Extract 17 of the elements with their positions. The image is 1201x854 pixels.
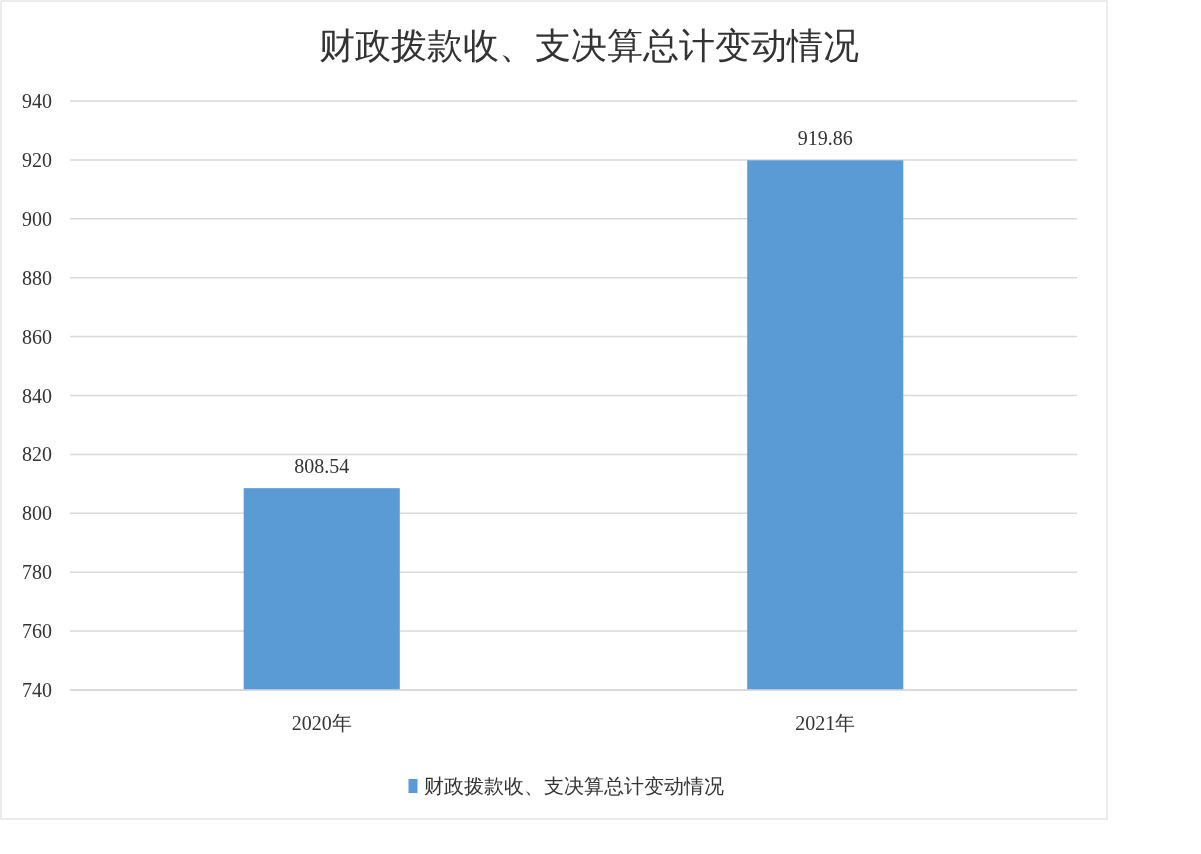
x-tick-label: 2020年 xyxy=(291,712,352,734)
y-tick-label: 940 xyxy=(22,90,52,112)
y-tick-label: 920 xyxy=(22,148,52,171)
y-tick-label: 860 xyxy=(22,325,52,348)
y-tick-label: 840 xyxy=(22,384,52,407)
chart-title: 财政拨款收、支决算总计变动情况 xyxy=(318,26,859,66)
data-label: 808.54 xyxy=(294,455,350,478)
y-tick-label: 880 xyxy=(22,266,52,289)
y-tick-label: 740 xyxy=(22,679,52,701)
y-tick-label: 780 xyxy=(22,561,52,584)
y-tick-label: 800 xyxy=(22,502,52,525)
data-label: 919.86 xyxy=(797,127,853,150)
y-tick-label: 760 xyxy=(22,620,52,643)
y-tick-label: 820 xyxy=(22,443,52,466)
legend-label: 财政拨款收、支决算总计变动情况 xyxy=(423,775,724,797)
y-tick-label: 900 xyxy=(22,207,52,230)
x-tick-label: 2021年 xyxy=(795,712,856,734)
